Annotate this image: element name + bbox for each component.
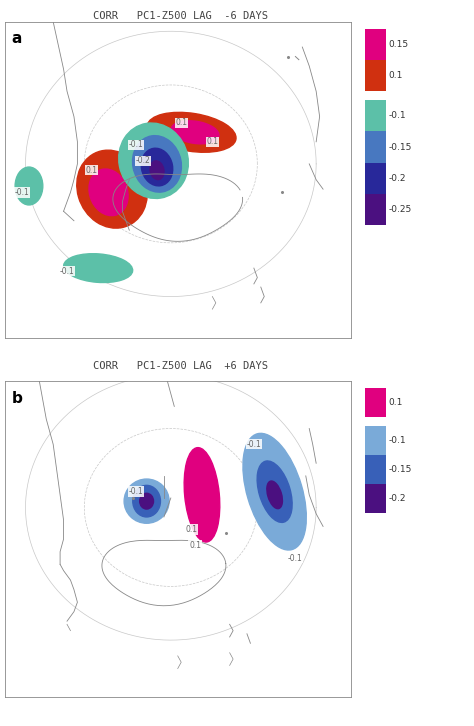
Text: 0.15: 0.15: [389, 40, 409, 49]
Text: -0.2: -0.2: [389, 174, 406, 183]
Text: 0.1: 0.1: [389, 71, 403, 81]
Text: a: a: [12, 31, 22, 46]
Text: -0.1: -0.1: [129, 140, 144, 150]
Text: -0.15: -0.15: [389, 465, 412, 474]
Ellipse shape: [15, 167, 43, 205]
Ellipse shape: [243, 433, 306, 550]
Text: -0.1: -0.1: [129, 487, 144, 496]
Text: -0.25: -0.25: [389, 205, 412, 214]
Text: -0.1: -0.1: [389, 111, 406, 121]
Ellipse shape: [141, 148, 173, 186]
Text: -0.1: -0.1: [60, 266, 74, 276]
Ellipse shape: [267, 481, 283, 509]
Ellipse shape: [77, 150, 147, 228]
Text: -0.1: -0.1: [246, 440, 261, 449]
Text: 0.1: 0.1: [85, 166, 97, 175]
Ellipse shape: [150, 161, 164, 179]
Text: 0.1: 0.1: [175, 118, 187, 127]
Text: -0.1: -0.1: [288, 553, 303, 563]
Ellipse shape: [171, 121, 219, 144]
Text: CORR   PC1-Z500 LAG  -6 DAYS: CORR PC1-Z500 LAG -6 DAYS: [92, 11, 268, 21]
Text: 0.1: 0.1: [389, 399, 403, 407]
Text: -0.2: -0.2: [136, 156, 151, 166]
Ellipse shape: [184, 448, 220, 542]
Ellipse shape: [89, 169, 128, 216]
Text: 0.1: 0.1: [189, 541, 201, 550]
Ellipse shape: [124, 479, 169, 523]
Ellipse shape: [257, 461, 292, 523]
Text: -0.1: -0.1: [389, 436, 406, 445]
Text: -0.2: -0.2: [389, 494, 406, 503]
Ellipse shape: [133, 486, 160, 517]
Text: b: b: [12, 391, 23, 406]
Text: -0.15: -0.15: [389, 142, 412, 152]
Ellipse shape: [64, 253, 133, 282]
Ellipse shape: [147, 113, 236, 152]
Text: 0.1: 0.1: [206, 137, 219, 146]
Text: CORR   PC1-Z500 LAG  +6 DAYS: CORR PC1-Z500 LAG +6 DAYS: [92, 361, 268, 371]
Text: 0.1: 0.1: [186, 525, 198, 534]
Ellipse shape: [140, 493, 154, 509]
Ellipse shape: [118, 123, 188, 198]
Text: -0.1: -0.1: [15, 188, 29, 197]
Ellipse shape: [133, 136, 182, 192]
